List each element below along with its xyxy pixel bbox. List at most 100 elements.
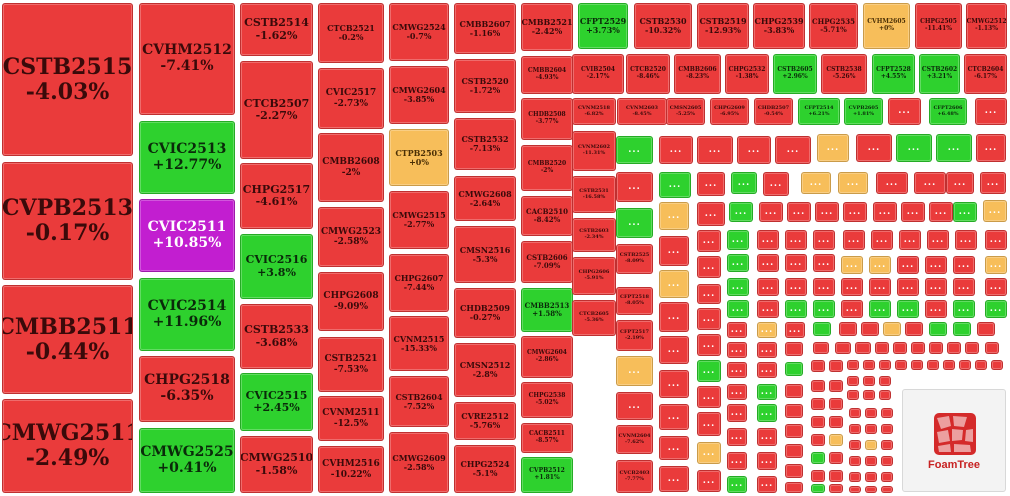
treemap-small-tile[interactable]: ... bbox=[727, 428, 747, 446]
treemap-small-tile[interactable]: ... bbox=[729, 202, 753, 222]
treemap-small-tile[interactable]: ... bbox=[697, 386, 721, 408]
treemap-small-tile[interactable] bbox=[881, 456, 893, 466]
treemap-small-tile[interactable]: ... bbox=[901, 202, 925, 222]
treemap-tile-cvic2514[interactable]: CVIC2514 +11.96% bbox=[139, 278, 235, 351]
treemap-small-tile[interactable]: ... bbox=[727, 384, 747, 400]
foamtree-logo[interactable]: FoamTree bbox=[902, 389, 1006, 492]
treemap-small-tile[interactable]: ... bbox=[946, 172, 974, 194]
treemap-small-tile[interactable] bbox=[785, 384, 803, 398]
treemap-tile-cmbb2520[interactable]: CMBB2520 -2% bbox=[521, 145, 573, 191]
treemap-small-tile[interactable]: ... bbox=[616, 208, 653, 238]
treemap-tile-cstb2530[interactable]: CSTB2530 -10.32% bbox=[634, 3, 692, 49]
treemap-small-tile[interactable]: ... bbox=[983, 200, 1007, 222]
treemap-small-tile[interactable] bbox=[911, 342, 925, 354]
treemap-tile-cmwg2524[interactable]: CMWG2524 -0.7% bbox=[389, 3, 449, 61]
treemap-tile-cfpt2517[interactable]: CFPT2517 -2.19% bbox=[616, 320, 653, 351]
treemap-small-tile[interactable]: ... bbox=[757, 342, 777, 358]
treemap-small-tile[interactable]: ... bbox=[953, 202, 977, 222]
treemap-small-tile[interactable]: ... bbox=[616, 172, 653, 202]
treemap-small-tile[interactable]: ... bbox=[936, 134, 972, 162]
treemap-small-tile[interactable]: ... bbox=[757, 254, 779, 272]
treemap-small-tile[interactable]: ... bbox=[817, 134, 849, 162]
treemap-small-tile[interactable] bbox=[865, 408, 877, 418]
treemap-tile-chpg2606[interactable]: CHPG2606 -5.91% bbox=[572, 257, 616, 295]
treemap-tile-cvnm2603[interactable]: CVNM2603 -8.45% bbox=[617, 98, 667, 125]
treemap-small-tile[interactable] bbox=[959, 360, 971, 370]
treemap-small-tile[interactable] bbox=[863, 360, 875, 370]
treemap-small-tile[interactable]: ... bbox=[897, 300, 919, 318]
treemap-small-tile[interactable] bbox=[829, 484, 843, 493]
treemap-small-tile[interactable] bbox=[929, 342, 943, 354]
treemap-tile-cvnm2511[interactable]: CVNM2511 -12.5% bbox=[318, 396, 384, 441]
treemap-small-tile[interactable]: ... bbox=[659, 270, 689, 298]
treemap-small-tile[interactable] bbox=[811, 484, 825, 493]
treemap-small-tile[interactable]: ... bbox=[731, 172, 757, 194]
treemap-small-tile[interactable]: ... bbox=[697, 136, 733, 164]
treemap-tile-cmwg2604[interactable]: CMWG2604 -2.86% bbox=[521, 336, 573, 378]
treemap-small-tile[interactable]: ... bbox=[843, 202, 867, 222]
treemap-tile-cstb2605[interactable]: CSTB2605 +2.96% bbox=[773, 54, 817, 94]
treemap-small-tile[interactable]: ... bbox=[976, 134, 1006, 162]
treemap-tile-cvnm2518[interactable]: CVNM2518 -6.82% bbox=[572, 98, 616, 125]
treemap-small-tile[interactable]: ... bbox=[659, 302, 689, 332]
treemap-small-tile[interactable]: ... bbox=[813, 254, 835, 272]
treemap-small-tile[interactable] bbox=[813, 322, 831, 336]
treemap-small-tile[interactable] bbox=[879, 376, 891, 386]
treemap-small-tile[interactable] bbox=[847, 360, 859, 370]
treemap-small-tile[interactable] bbox=[847, 390, 859, 400]
treemap-small-tile[interactable] bbox=[829, 452, 843, 464]
treemap-small-tile[interactable]: ... bbox=[925, 256, 947, 274]
treemap-tile-cvhm2512[interactable]: CVHM2512 -7.41% bbox=[139, 3, 235, 115]
treemap-tile-cvib2504[interactable]: CVIB2504 -2.17% bbox=[572, 54, 624, 94]
treemap-small-tile[interactable]: ... bbox=[659, 202, 689, 230]
treemap-small-tile[interactable] bbox=[829, 416, 843, 428]
treemap-small-tile[interactable] bbox=[895, 360, 907, 370]
treemap-tile-cacb2510[interactable]: CACB2510 -8.42% bbox=[521, 196, 573, 236]
treemap-tile-cacb2511[interactable]: CACB2511 -8.57% bbox=[521, 423, 573, 453]
treemap-small-tile[interactable] bbox=[849, 408, 861, 418]
treemap-small-tile[interactable]: ... bbox=[659, 172, 691, 198]
treemap-small-tile[interactable]: ... bbox=[925, 300, 947, 318]
treemap-small-tile[interactable]: ... bbox=[757, 384, 777, 400]
treemap-small-tile[interactable] bbox=[829, 470, 843, 482]
treemap-tile-cfpt2514[interactable]: CFPT2514 +6.21% bbox=[798, 98, 840, 125]
treemap-small-tile[interactable]: ... bbox=[838, 172, 868, 194]
treemap-tile-cstb2519[interactable]: CSTB2519 -12.93% bbox=[697, 3, 749, 49]
treemap-small-tile[interactable]: ... bbox=[757, 362, 777, 378]
treemap-tile-cmwg2512[interactable]: CMWG2512 -1.13% bbox=[966, 3, 1007, 49]
treemap-tile-chpg2608[interactable]: CHPG2608 -9.09% bbox=[318, 272, 384, 331]
treemap-small-tile[interactable] bbox=[929, 322, 947, 336]
treemap-tile-cfpt2529[interactable]: CFPT2529 +3.73% bbox=[578, 3, 628, 49]
treemap-small-tile[interactable]: ... bbox=[897, 256, 919, 274]
treemap-small-tile[interactable]: ... bbox=[763, 172, 789, 196]
treemap-tile-cstb2602[interactable]: CSTB2602 +3.21% bbox=[919, 54, 960, 94]
treemap-small-tile[interactable]: ... bbox=[727, 342, 747, 358]
treemap-small-tile[interactable]: ... bbox=[757, 428, 777, 446]
treemap-small-tile[interactable] bbox=[879, 390, 891, 400]
treemap-small-tile[interactable]: ... bbox=[985, 278, 1007, 296]
treemap-small-tile[interactable]: ... bbox=[869, 278, 891, 296]
treemap-small-tile[interactable]: ... bbox=[697, 334, 721, 356]
treemap-small-tile[interactable]: ... bbox=[985, 230, 1007, 250]
treemap-small-tile[interactable] bbox=[865, 486, 877, 493]
treemap-tile-cmwg2609[interactable]: CMWG2609 -2.58% bbox=[389, 432, 449, 493]
treemap-tile-cmwg2604[interactable]: CMWG2604 -3.85% bbox=[389, 66, 449, 124]
treemap-small-tile[interactable] bbox=[977, 322, 995, 336]
treemap-tile-cstb2525[interactable]: CSTB2525 -8.09% bbox=[616, 244, 653, 274]
treemap-tile-chpg2518[interactable]: CHPG2518 -6.35% bbox=[139, 356, 235, 422]
treemap-small-tile[interactable] bbox=[811, 470, 825, 482]
treemap-small-tile[interactable] bbox=[811, 398, 825, 410]
treemap-tile-cvcb2403[interactable]: CVCB2403 -7.77% bbox=[616, 460, 653, 493]
treemap-small-tile[interactable] bbox=[811, 452, 825, 464]
treemap-small-tile[interactable] bbox=[865, 472, 877, 482]
treemap-tile-cmbb2513[interactable]: CMBB2513 +1.58% bbox=[521, 288, 573, 332]
treemap-tile-cvnm2602[interactable]: CVNM2602 -11.31% bbox=[572, 131, 616, 171]
treemap-small-tile[interactable] bbox=[863, 376, 875, 386]
treemap-small-tile[interactable]: ... bbox=[841, 256, 863, 274]
treemap-small-tile[interactable] bbox=[829, 398, 843, 410]
treemap-small-tile[interactable]: ... bbox=[757, 404, 777, 422]
treemap-tile-ctcb2507[interactable]: CTCB2507 -2.27% bbox=[240, 61, 313, 159]
treemap-small-tile[interactable]: ... bbox=[727, 230, 749, 250]
treemap-small-tile[interactable]: ... bbox=[727, 322, 747, 338]
treemap-small-tile[interactable] bbox=[811, 416, 825, 428]
